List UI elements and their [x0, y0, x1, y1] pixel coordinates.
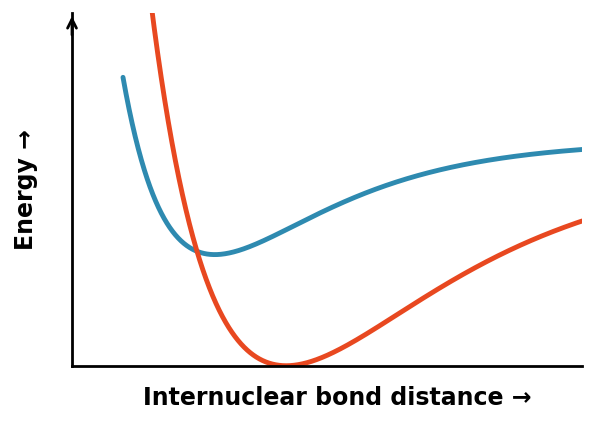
Text: Energy →: Energy → [14, 129, 38, 250]
Text: Internuclear bond distance →: Internuclear bond distance → [143, 386, 532, 410]
